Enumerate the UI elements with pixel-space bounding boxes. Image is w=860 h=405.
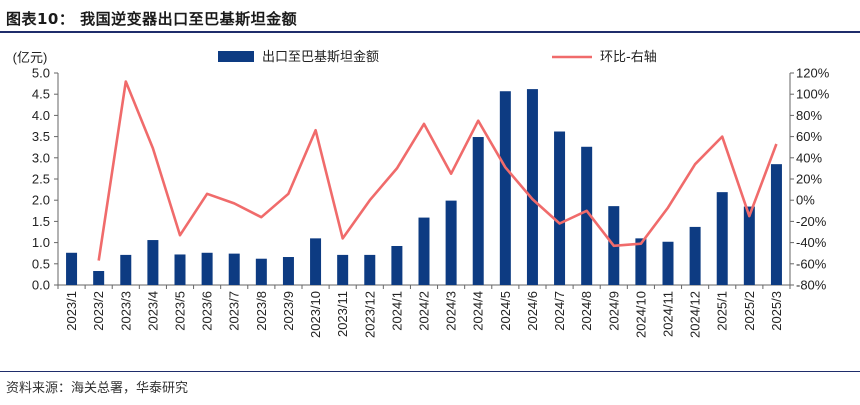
bar [472, 137, 484, 285]
bar [554, 131, 566, 285]
x-tick-label: 2024/1 [389, 291, 404, 331]
x-tick-label: 2025/2 [742, 291, 757, 331]
left-tick-label: 2.5 [32, 172, 50, 187]
left-tick-label: 1.0 [32, 235, 50, 250]
left-tick-label: 3.0 [32, 150, 50, 165]
x-tick-label: 2023/12 [362, 291, 377, 338]
bar [391, 245, 403, 285]
x-tick-label: 2023/11 [335, 291, 350, 337]
x-tick-label: 2024/2 [417, 291, 432, 331]
left-tick-label: 5.0 [32, 66, 50, 81]
legend-line-label: 环比-右轴 [600, 50, 657, 65]
left-tick-label: 2.0 [32, 193, 50, 208]
bar [662, 241, 674, 285]
right-tick-label: -40% [796, 235, 827, 250]
bar [147, 240, 159, 285]
x-tick-label: 2023/7 [227, 291, 242, 331]
left-tick-label: 4.5 [32, 87, 50, 102]
bar [743, 206, 755, 285]
x-tick-label: 2023/1 [64, 291, 79, 331]
x-tick-label: 2023/8 [254, 291, 269, 331]
footer-rule [0, 371, 860, 372]
x-tick-label: 2023/4 [145, 291, 160, 331]
bar [228, 253, 240, 285]
bar [66, 252, 78, 285]
legend: 出口至巴基斯坦金额 环比-右轴 [218, 49, 657, 65]
bar [581, 146, 593, 285]
bar [93, 271, 105, 285]
right-tick-label: 20% [796, 172, 822, 187]
bar [201, 252, 213, 285]
left-axis-unit: (亿元) [13, 50, 48, 65]
left-tick-label: 0.5 [32, 256, 50, 271]
x-tick-label: 2023/6 [200, 291, 215, 331]
bar [418, 217, 430, 285]
bar [310, 238, 322, 285]
right-tick-label: 80% [796, 108, 822, 123]
line-series [97, 80, 778, 261]
right-tick-label: -60% [796, 256, 827, 271]
right-tick-label: 60% [796, 129, 822, 144]
left-tick-label: 0.0 [32, 278, 50, 293]
x-tick-label: 2023/2 [91, 291, 106, 331]
x-tick-label: 2024/7 [552, 291, 567, 331]
tick-labels: 0.0 0.5 1.0 1.5 2.0 2.5 3.0 3.5 4.0 4.5 5.0 -80% -60… [13, 50, 830, 338]
right-tick-label: -80% [796, 278, 827, 293]
title-bar: 图表10： 我国逆变器出口至巴基斯坦金额 [0, 0, 860, 33]
bar [337, 254, 349, 285]
x-tick-label: 2024/5 [498, 291, 513, 331]
right-tick-label: 100% [796, 87, 830, 102]
bar [689, 226, 701, 285]
x-tick-label: 2025/3 [769, 291, 784, 331]
x-tick-label: 2024/11 [661, 291, 676, 337]
bar [526, 89, 538, 285]
x-tick-label: 2023/3 [118, 291, 133, 331]
source-note: 资料来源：海关总署，华泰研究 [6, 381, 189, 396]
x-tick-label: 2023/9 [281, 291, 296, 331]
legend-bar-label: 出口至巴基斯坦金额 [262, 49, 379, 65]
bar [255, 258, 267, 285]
x-tick-label: 2025/1 [715, 291, 730, 331]
x-tick-label: 2024/12 [688, 291, 703, 338]
x-tick-label: 2024/4 [471, 291, 486, 331]
x-tick-label: 2024/8 [579, 291, 594, 331]
bar [120, 254, 132, 285]
x-tick-label: 2023/10 [308, 291, 323, 338]
x-tick-label: 2024/6 [525, 291, 540, 331]
bar [635, 238, 647, 285]
left-tick-label: 3.5 [32, 129, 50, 144]
x-tick-label: 2024/3 [444, 291, 459, 331]
x-tick-label: 2024/9 [606, 291, 621, 331]
chart: 出口至巴基斯坦金额 环比-右轴 0.0 0.5 1.0 1.5 2.0 2.5 3.0 3.5 4… [13, 49, 830, 338]
x-tick-label: 2023/5 [173, 291, 188, 331]
bar [499, 91, 511, 286]
bar [282, 257, 294, 285]
left-tick-label: 1.5 [32, 214, 50, 229]
right-tick-label: 0% [796, 193, 815, 208]
bars [66, 89, 782, 286]
bar [445, 200, 457, 285]
right-tick-label: -20% [796, 214, 827, 229]
right-tick-label: 40% [796, 150, 822, 165]
bar [716, 192, 728, 285]
bar [174, 254, 186, 285]
left-tick-label: 4.0 [32, 108, 50, 123]
chart-title: 图表10： 我国逆变器出口至巴基斯坦金额 [6, 10, 298, 28]
bar [770, 164, 782, 285]
title-underline [0, 31, 860, 33]
bar [364, 254, 376, 285]
x-tick-label: 2024/10 [633, 291, 648, 338]
right-tick-label: 120% [796, 66, 830, 81]
legend-bar-swatch [218, 51, 254, 62]
mom-line [97, 80, 778, 261]
